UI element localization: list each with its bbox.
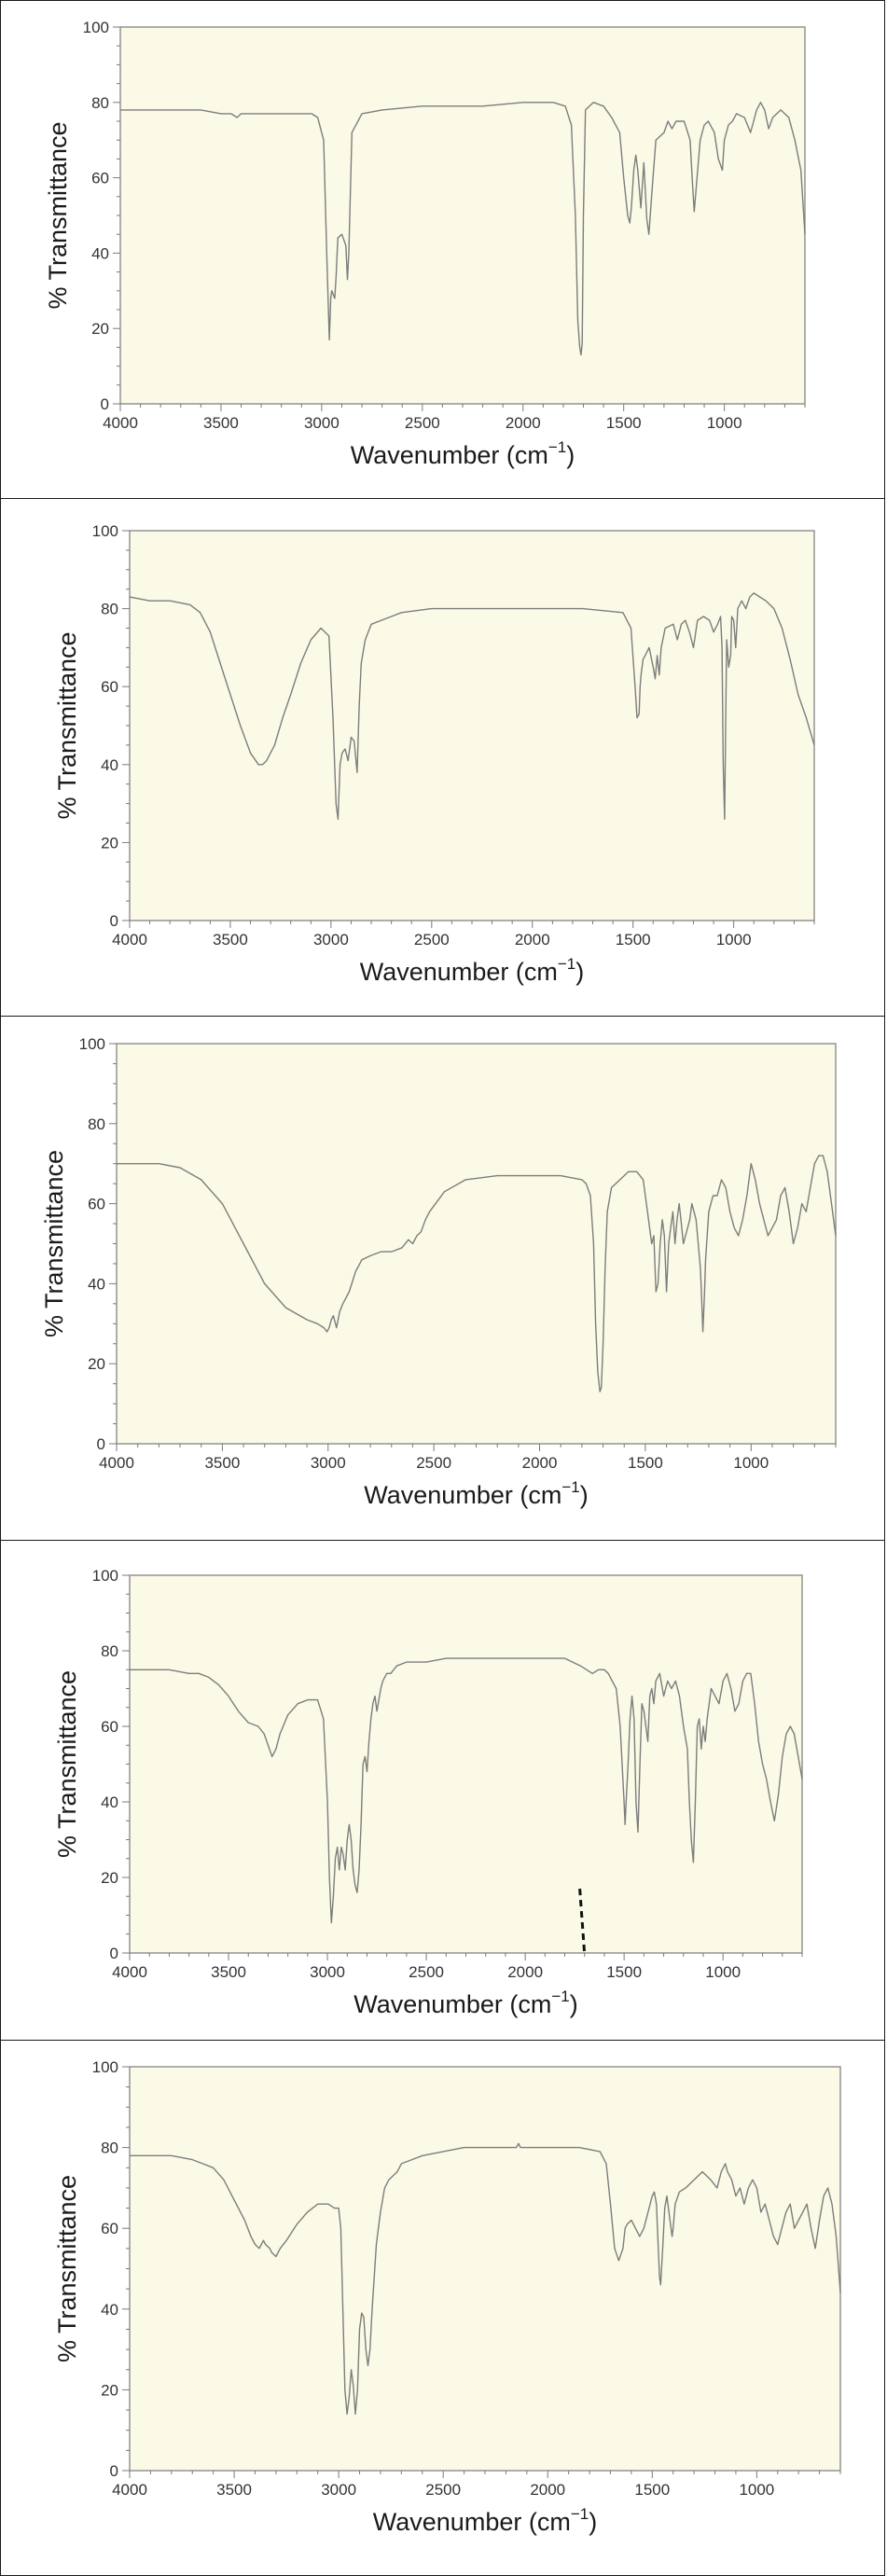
spectrum-line (120, 102, 806, 356)
y-tick-label: 80 (101, 601, 118, 618)
x-tick-label: 1000 (705, 1963, 741, 1981)
x-axis-title: Wavenumber (cm−1) (353, 1987, 577, 2018)
spectrum-panel-5: 0 20 40 60 80 100 4000 3500 3000 2500 2000 1500 1000… (0, 2040, 885, 2576)
y-tick-label: 40 (101, 2301, 118, 2319)
x-tick-label: 3500 (213, 931, 248, 949)
y-tick-label: 0 (101, 395, 109, 413)
x-axis-title: Wavenumber (cm−1) (373, 2505, 597, 2536)
x-tick-label: 2000 (507, 1963, 543, 1981)
ir-spectrum-chart: 0 20 40 60 80 100 4000 3500 3000 2500 2000 1500 1000… (53, 522, 815, 986)
spectrum-line (117, 1155, 837, 1392)
plot-area (129, 2066, 841, 2472)
y-axis-title: % Transmittance (53, 2175, 81, 2362)
x-axis-title: Wavenumber (cm−1) (360, 955, 584, 986)
x-tick-label: 2500 (425, 2481, 461, 2499)
y-tick-label: 40 (101, 1794, 118, 1811)
x-tick-label: 1500 (634, 2481, 670, 2499)
x-tick-label: 4000 (112, 2481, 147, 2499)
x-tick-label: 1000 (733, 1454, 769, 1472)
y-tick-label: 60 (101, 2220, 118, 2237)
x-tick-label: 1500 (606, 1963, 642, 1981)
x-tick-label: 1500 (616, 931, 651, 949)
y-tick-label: 100 (92, 1567, 118, 1585)
x-tick-label: 2500 (409, 1963, 444, 1981)
x-tick-label: 2000 (506, 414, 541, 432)
x-axis-title: Wavenumber (cm−1) (364, 1478, 588, 1509)
y-tick-label: 0 (110, 2462, 118, 2480)
y-tick-label: 20 (101, 834, 118, 852)
y-axis-title: % Transmittance (44, 121, 72, 309)
x-tick-label: 2500 (405, 414, 440, 432)
y-tick-label: 40 (101, 756, 118, 774)
x-tick-label: 1000 (716, 931, 752, 949)
y-tick-label: 40 (88, 1275, 105, 1293)
x-tick-label: 1500 (606, 414, 642, 432)
y-tick-label: 60 (91, 170, 109, 187)
y-tick-label: 20 (101, 1869, 118, 1887)
y-tick-label: 60 (88, 1196, 105, 1213)
y-axis-title: % Transmittance (53, 631, 81, 819)
x-tick-label: 2500 (414, 931, 450, 949)
y-tick-label: 60 (101, 1718, 118, 1736)
x-tick-label: 4000 (103, 414, 138, 432)
x-tick-label: 2000 (530, 2481, 565, 2499)
x-tick-label: 4000 (112, 931, 147, 949)
x-axis-title: Wavenumber (cm−1) (351, 438, 575, 469)
spectrum-line (129, 592, 815, 820)
ir-spectrum-chart: 0 20 40 60 80 100 4000 3500 3000 2500 2000 1500 1000… (40, 1035, 837, 1509)
x-tick-label: 3000 (310, 1963, 345, 1981)
spectrum-panel-1: 0 20 40 60 80 100 4000 3500 3000 2500 2000 1500 1000… (0, 0, 885, 499)
x-tick-label: 4000 (112, 1963, 147, 1981)
x-tick-label: 2500 (416, 1454, 451, 1472)
x-tick-label: 3000 (304, 414, 340, 432)
x-tick-label: 3500 (211, 1963, 246, 1981)
y-tick-label: 100 (83, 19, 109, 36)
x-tick-label: 3000 (321, 2481, 356, 2499)
y-tick-label: 20 (88, 1355, 105, 1373)
y-tick-label: 0 (97, 1435, 105, 1453)
spectrum-panel-3: 0 20 40 60 80 100 4000 3500 3000 2500 2000 1500 1000… (0, 1016, 885, 1541)
x-tick-label: 4000 (99, 1454, 134, 1472)
ir-spectrum-chart: 0 20 40 60 80 100 4000 3500 3000 2500 2000 1500 1000… (53, 2058, 841, 2536)
x-tick-label: 3500 (216, 2481, 252, 2499)
x-tick-label: 1000 (739, 2481, 774, 2499)
ir-spectrum-chart: 0 20 40 60 80 100 4000 3500 3000 2500 2000 1500 1000… (44, 19, 806, 469)
x-tick-label: 3500 (203, 414, 239, 432)
y-tick-label: 0 (110, 1945, 118, 1962)
y-tick-label: 100 (92, 522, 118, 540)
x-tick-label: 2000 (515, 931, 550, 949)
plot-area (119, 26, 806, 405)
ir-spectrum-chart: 0 20 40 60 80 100 4000 3500 3000 2500 2000 1500 1000… (53, 1567, 803, 2018)
y-tick-label: 80 (101, 1642, 118, 1660)
y-tick-label: 100 (92, 2058, 118, 2076)
y-tick-label: 20 (91, 320, 109, 338)
x-tick-label: 2000 (522, 1454, 558, 1472)
x-tick-label: 3000 (311, 1454, 346, 1472)
x-tick-label: 3000 (313, 931, 349, 949)
spectrum-line (130, 1657, 803, 1924)
y-tick-label: 100 (79, 1035, 105, 1053)
y-tick-label: 40 (91, 244, 109, 262)
spectrum-line (130, 2142, 841, 2416)
x-tick-label: 3500 (204, 1454, 240, 1472)
x-tick-label: 1000 (707, 414, 742, 432)
y-tick-label: 80 (91, 94, 109, 112)
y-axis-title: % Transmittance (40, 1150, 68, 1337)
y-axis-title: % Transmittance (53, 1670, 81, 1858)
y-tick-label: 60 (101, 678, 118, 696)
y-tick-label: 0 (110, 912, 118, 930)
y-tick-label: 80 (88, 1115, 105, 1133)
spectrum-panel-2: 0 20 40 60 80 100 4000 3500 3000 2500 2000 1500 1000… (0, 498, 885, 1017)
y-tick-label: 80 (101, 2140, 118, 2157)
plot-area (129, 1574, 803, 1954)
plot-area (116, 1043, 837, 1445)
spectrum-panel-4: 0 20 40 60 80 100 4000 3500 3000 2500 2000 1500 1000… (0, 1540, 885, 2041)
y-tick-label: 20 (101, 2381, 118, 2399)
x-tick-label: 1500 (628, 1454, 663, 1472)
plot-area (129, 530, 815, 921)
